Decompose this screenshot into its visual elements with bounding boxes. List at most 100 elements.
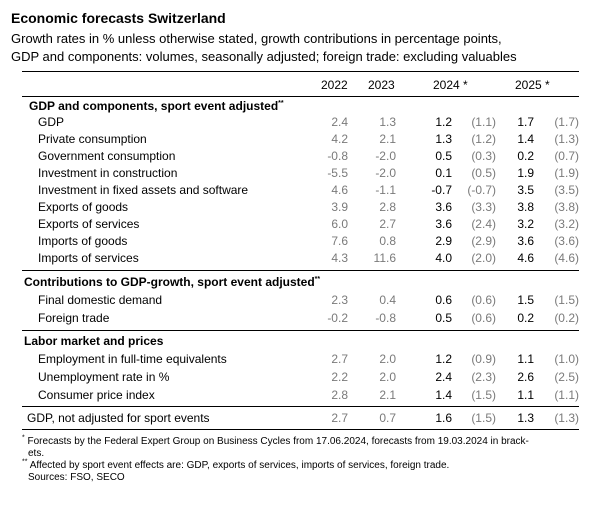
value-2022: 4.3 [331,251,348,265]
table-row: Imports of services 4.3 11.6 4.0 (2.0) 4… [0,251,600,269]
value-2025: 1.9 [517,166,534,180]
prev-2024: (1.1) [471,115,496,129]
value-2022: -0.2 [327,311,348,325]
section-title: Labor market and prices [24,334,164,348]
value-2025: 1.1 [517,352,534,366]
value-2025: 1.4 [517,132,534,146]
value-2024: -0.7 [431,183,452,197]
value-2022: 4.2 [331,132,348,146]
prev-2024: (0.3) [471,149,496,163]
prev-2024: (-0.7) [467,183,496,197]
row-label: Private consumption [38,132,147,146]
value-2025: 1.3 [517,411,534,425]
footnote-2: ** Affected by sport event effects are: … [22,458,582,472]
table-row: Investment in fixed assets and software … [0,183,600,201]
value-2024: 0.1 [435,166,452,180]
section-divider [22,330,579,331]
row-label: Imports of services [38,251,139,265]
value-2023: 2.7 [379,217,396,231]
value-2024: 1.3 [435,132,452,146]
value-2023: 2.0 [379,352,396,366]
value-2025: 4.6 [517,251,534,265]
row-label: Imports of goods [38,234,128,248]
value-2025: 1.7 [517,115,534,129]
value-2023: -1.1 [375,183,396,197]
value-2023: -0.8 [375,311,396,325]
value-2022: 2.7 [331,411,348,425]
value-2022: 7.6 [331,234,348,248]
prev-2025: (1.3) [554,411,579,425]
value-2023: 2.1 [379,132,396,146]
table-row-total: GDP, not adjusted for sport events 2.7 0… [0,411,600,429]
value-2023: -2.0 [375,149,396,163]
footnote-mark: * [22,434,25,442]
footnote-text: Forecasts by the Federal Expert Group on… [27,436,529,447]
table-row: Final domestic demand 2.3 0.4 0.6 (0.6) … [0,293,600,311]
prev-2024: (2.0) [471,251,496,265]
table-row: Investment in construction -5.5 -2.0 0.1… [0,166,600,184]
prev-2024: (2.9) [471,234,496,248]
value-2022: 2.2 [331,370,348,384]
row-label: Unemployment rate in % [38,370,170,384]
prev-2025: (3.5) [554,183,579,197]
prev-2024: (1.2) [471,132,496,146]
prev-2025: (4.6) [554,251,579,265]
col-header-2023: 2023 [368,78,395,92]
subtitle-line-1: Growth rates in % unless otherwise state… [11,31,502,46]
value-2025: 1.1 [517,388,534,402]
section-title: GDP and components, sport event adjusted… [29,99,284,113]
section-gdp-components: GDP and components, sport event adjusted… [0,99,600,117]
prev-2025: (1.5) [554,293,579,307]
col-header-2024: 2024 * [433,78,468,92]
prev-2024: (2.4) [471,217,496,231]
row-label: GDP [38,115,65,129]
table-row: Private consumption 4.2 2.1 1.3 (1.2) 1.… [0,132,600,150]
row-label: Government consumption [38,149,176,163]
value-2023: 1.3 [379,115,396,129]
table-row: Exports of services 6.0 2.7 3.6 (2.4) 3.… [0,217,600,235]
prev-2024: (1.5) [471,388,496,402]
table-row: Foreign trade -0.2 -0.8 0.5 (0.6) 0.2 (0… [0,311,600,329]
prev-2025: (0.2) [554,311,579,325]
value-2022: 2.3 [331,293,348,307]
value-2023: 11.6 [373,251,396,265]
subtitle-line-2: GDP and components: volumes, seasonally … [11,49,517,64]
value-2024: 1.2 [435,115,452,129]
value-2024: 4.0 [435,251,452,265]
value-2023: 2.1 [379,388,396,402]
value-2024: 1.6 [435,411,452,425]
col-header-2022: 2022 [321,78,348,92]
prev-2025: (3.6) [554,234,579,248]
footnote-text: Affected by sport event effects are: GDP… [29,460,450,471]
value-2022: 6.0 [331,217,348,231]
value-2025: 3.8 [517,200,534,214]
prev-2024: (2.3) [471,370,496,384]
section-title: Contributions to GDP-growth, sport event… [24,275,321,289]
prev-2025: (1.9) [554,166,579,180]
prev-2025: (1.0) [554,352,579,366]
prev-2024: (3.3) [471,200,496,214]
prev-2025: (3.2) [554,217,579,231]
row-label: GDP, not adjusted for sport events [27,411,210,425]
value-2025: 3.2 [517,217,534,231]
row-label: Foreign trade [38,311,110,325]
prev-2024: (1.5) [471,411,496,425]
section-contributions: Contributions to GDP-growth, sport event… [0,275,600,293]
row-label: Investment in fixed assets and software [38,183,249,197]
table-row: Imports of goods 7.6 0.8 2.9 (2.9) 3.6 (… [0,234,600,252]
value-2025: 0.2 [517,311,534,325]
footnote-1: * Forecasts by the Federal Expert Group … [22,434,582,448]
section-divider [22,270,579,271]
value-2025: 3.5 [517,183,534,197]
value-2022: -5.5 [327,166,348,180]
table-row: Consumer price index 2.8 2.1 1.4 (1.5) 1… [0,388,600,406]
prev-2024: (0.5) [471,166,496,180]
header-rule [22,96,579,97]
bottom-rule [22,429,579,430]
value-2024: 0.5 [435,311,452,325]
table-row: Exports of goods 3.9 2.8 3.6 (3.3) 3.8 (… [0,200,600,218]
row-label: Consumer price index [38,388,155,402]
footnote-mark: ** [22,458,28,466]
value-2023: 0.8 [379,234,396,248]
